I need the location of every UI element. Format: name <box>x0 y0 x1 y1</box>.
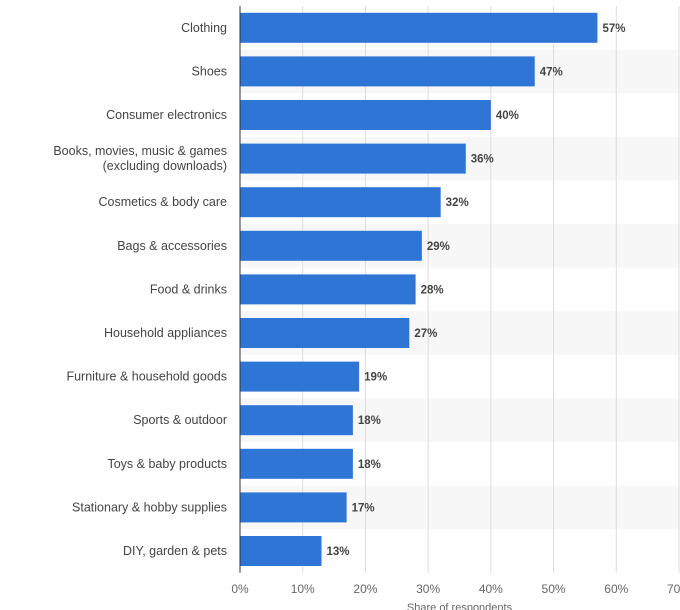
x-tick-labels: 0% 10% 20% 30% 40% 50% 60% 70% <box>231 582 680 596</box>
value-label: 40% <box>496 110 519 122</box>
bar <box>240 536 322 566</box>
bar <box>240 100 491 130</box>
category-label: Household appliances <box>104 326 227 340</box>
category-label: Bags & accessories <box>117 239 227 253</box>
x-tick-label: 40% <box>479 582 503 596</box>
value-label: 18% <box>358 415 381 427</box>
value-label: 36% <box>471 154 494 166</box>
bar <box>240 187 441 218</box>
category-labels: Clothing Shoes Consumer electronics Books, … <box>53 21 227 558</box>
value-label: 19% <box>364 372 387 384</box>
value-label: 13% <box>327 546 350 558</box>
bar <box>240 12 598 43</box>
bar <box>240 361 360 392</box>
x-tick-label: 0% <box>231 582 249 596</box>
value-labels: 57% 47% 40% 36% 32% 29% 28% 27% 19% 18% 18% 17% 13% <box>327 23 626 558</box>
category-label: Books, movies, music & games (excluding d… <box>53 144 227 173</box>
bar <box>240 492 347 523</box>
x-axis-title: Share of respondents <box>407 602 513 610</box>
x-tick-label: 10% <box>291 582 315 596</box>
value-label: 57% <box>602 23 625 35</box>
category-label: Sports & outdoor <box>133 413 227 427</box>
x-tick-label: 20% <box>353 582 377 596</box>
bar <box>240 230 422 261</box>
value-label: 17% <box>352 502 375 514</box>
bar <box>240 448 353 479</box>
category-label: Stationary & hobby supplies <box>72 500 227 514</box>
bar <box>240 143 466 174</box>
x-tick-label: 60% <box>604 582 628 596</box>
bar <box>240 318 410 348</box>
category-label: Consumer electronics <box>106 108 227 122</box>
bar <box>240 274 416 305</box>
bars <box>240 12 598 566</box>
category-label: Toys & baby products <box>107 457 227 471</box>
category-label: Food & drinks <box>150 282 227 296</box>
x-tick-label: 50% <box>542 582 566 596</box>
category-label: Furniture & household goods <box>66 370 227 384</box>
value-label: 18% <box>358 459 381 471</box>
x-tick-label: 70% <box>667 582 680 596</box>
x-tick-label: 30% <box>416 582 440 596</box>
category-label: Clothing <box>181 21 227 35</box>
value-label: 27% <box>414 328 437 340</box>
value-label: 29% <box>427 241 450 253</box>
category-label: Shoes <box>192 64 227 78</box>
category-label: Cosmetics & body care <box>98 195 227 209</box>
bar <box>240 56 535 87</box>
value-label: 32% <box>446 197 469 209</box>
value-label: 47% <box>540 66 563 78</box>
bar <box>240 405 353 436</box>
value-label: 28% <box>421 284 444 296</box>
category-label: DIY, garden & pets <box>123 544 227 558</box>
